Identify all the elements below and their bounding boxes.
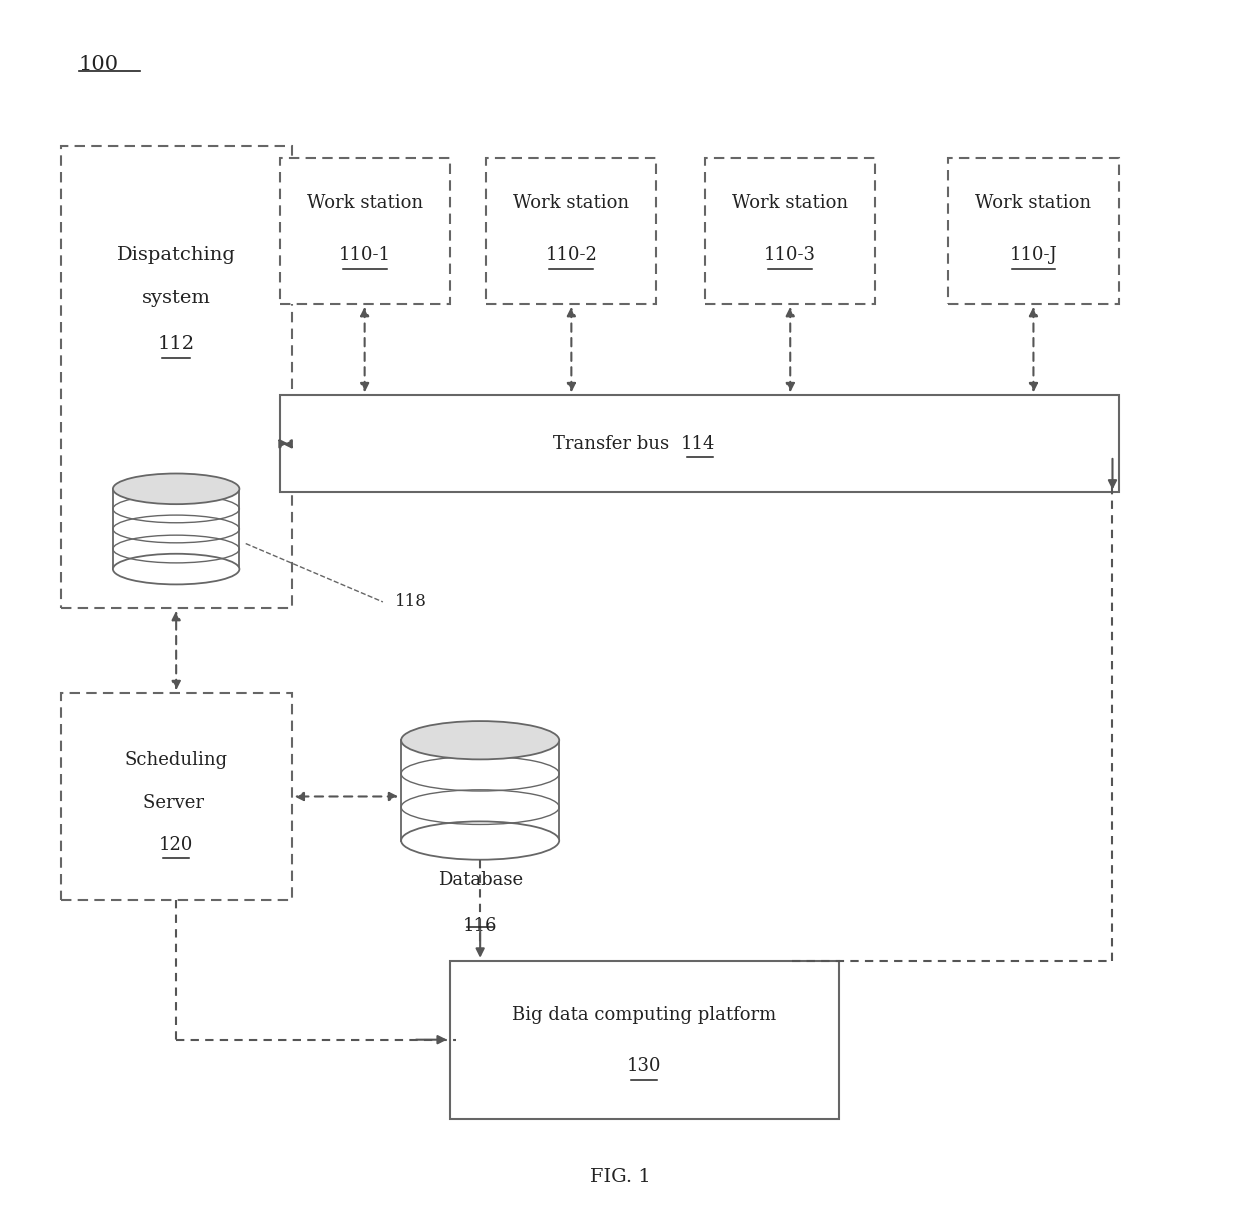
FancyBboxPatch shape (61, 693, 291, 900)
Text: 110-2: 110-2 (546, 247, 598, 264)
Text: system: system (141, 289, 211, 306)
FancyBboxPatch shape (450, 961, 839, 1119)
Text: 100: 100 (79, 55, 119, 74)
Polygon shape (113, 489, 239, 569)
Text: 114: 114 (681, 435, 715, 452)
Text: 110-3: 110-3 (764, 247, 816, 264)
Text: 112: 112 (157, 336, 195, 353)
FancyBboxPatch shape (486, 158, 656, 304)
Text: Dispatching: Dispatching (117, 247, 236, 264)
Ellipse shape (113, 553, 239, 585)
Text: 118: 118 (396, 593, 427, 610)
Text: Database: Database (438, 871, 523, 889)
FancyBboxPatch shape (279, 158, 450, 304)
Text: Big data computing platform: Big data computing platform (512, 1007, 776, 1024)
Polygon shape (401, 741, 559, 840)
FancyBboxPatch shape (279, 395, 1118, 492)
FancyBboxPatch shape (949, 158, 1118, 304)
Text: Transfer bus: Transfer bus (553, 435, 675, 452)
Text: 110-1: 110-1 (339, 247, 391, 264)
Text: Work station: Work station (513, 195, 630, 212)
Ellipse shape (401, 721, 559, 759)
Text: 130: 130 (627, 1058, 662, 1075)
Ellipse shape (401, 822, 559, 860)
Ellipse shape (113, 473, 239, 505)
Text: Scheduling: Scheduling (124, 751, 228, 769)
Text: 120: 120 (159, 837, 193, 854)
Text: Work station: Work station (976, 195, 1091, 212)
FancyBboxPatch shape (706, 158, 875, 304)
Text: Work station: Work station (306, 195, 423, 212)
Text: Work station: Work station (732, 195, 848, 212)
Text: 110-J: 110-J (1009, 247, 1058, 264)
FancyBboxPatch shape (61, 146, 291, 608)
Text: Server: Server (143, 794, 210, 811)
Text: 116: 116 (463, 917, 497, 935)
Text: FIG. 1: FIG. 1 (590, 1167, 650, 1186)
